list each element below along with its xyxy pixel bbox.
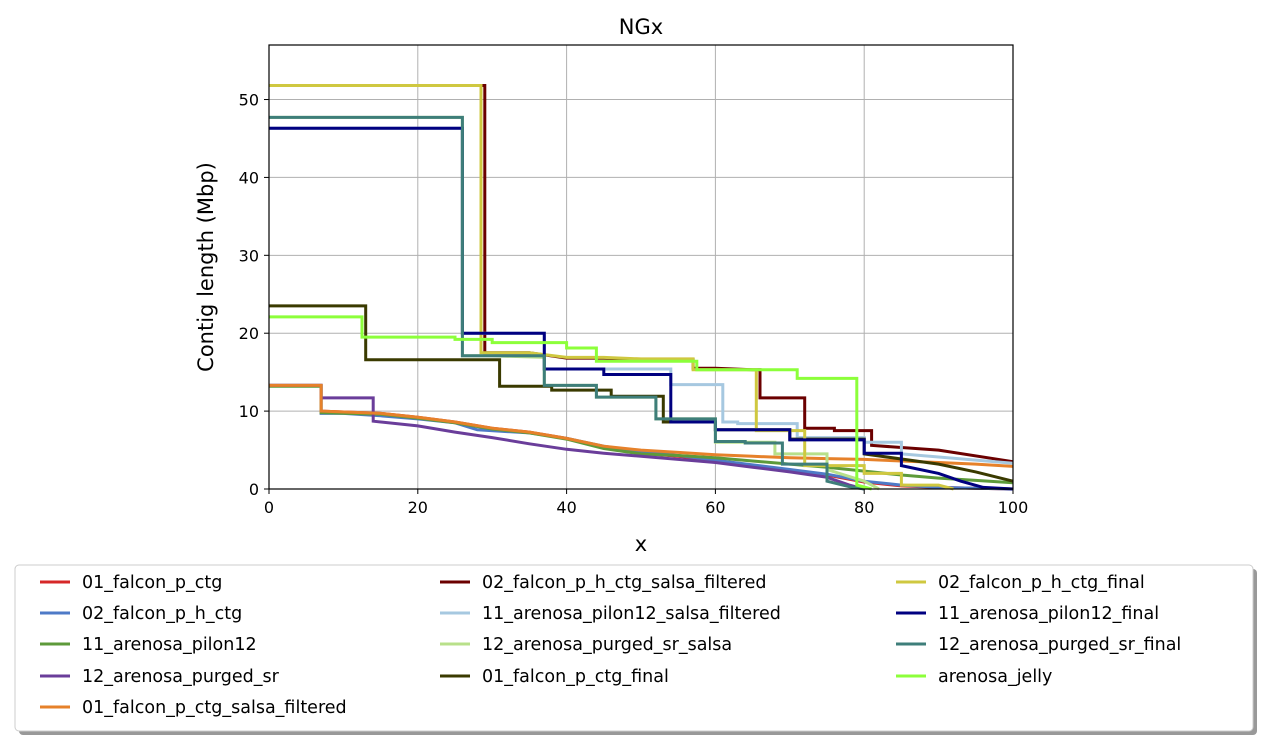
series-line — [269, 384, 1014, 485]
y-tick-label: 40 — [239, 168, 259, 187]
x-axis-title: x — [635, 532, 647, 556]
series-line — [269, 84, 954, 491]
legend-label: 01_falcon_p_ctg_final — [482, 667, 669, 687]
legend-label: 12_arenosa_purged_sr_final — [938, 635, 1181, 655]
legend-label: 01_falcon_p_ctg — [82, 573, 222, 593]
x-tick-label: 60 — [705, 498, 725, 517]
legend-label: 12_arenosa_purged_sr — [82, 667, 280, 687]
chart-title: NGx — [619, 15, 663, 39]
x-tick-label: 100 — [998, 498, 1029, 517]
legend-items: 01_falcon_p_ctg 02_falcon_p_h_ctg 11_areno… — [40, 573, 1181, 718]
plot-lines — [269, 84, 1014, 491]
legend-box — [14, 564, 1254, 732]
chart-legend: 01_falcon_p_ctg 02_falcon_p_h_ctg 11_areno… — [14, 564, 1257, 735]
legend-label: 02_falcon_p_h_ctg_final — [938, 573, 1145, 593]
x-tick-label: 20 — [408, 498, 428, 517]
x-tick-label: 40 — [556, 498, 576, 517]
plot-frame — [268, 44, 1014, 490]
y-tick-label: 20 — [239, 324, 259, 343]
series-line — [269, 383, 1014, 468]
axis-ticks: 0 20 40 60 80 100 0 10 20 30 40 50 — [239, 91, 1029, 517]
legend-label: 11_arenosa_pilon12 — [82, 635, 257, 655]
legend-label: 12_arenosa_purged_sr_salsa — [482, 635, 732, 655]
series-line — [269, 383, 865, 491]
legend-label: arenosa_jelly — [938, 667, 1052, 687]
series-line — [269, 126, 1014, 491]
legend-label: 02_falcon_p_h_ctg_salsa_filtered — [482, 573, 766, 593]
y-tick-label: 50 — [239, 91, 259, 110]
x-tick-label: 80 — [854, 498, 874, 517]
series-line — [269, 115, 880, 491]
legend-label: 11_arenosa_pilon12_final — [938, 604, 1159, 624]
series-line — [269, 115, 865, 491]
x-tick-label: 0 — [264, 498, 274, 517]
y-axis-title: Contig length (Mbp) — [194, 162, 218, 372]
y-tick-label: 0 — [249, 480, 259, 499]
y-tick-label: 30 — [239, 246, 259, 265]
legend-label: 01_falcon_p_ctg_salsa_filtered — [82, 698, 347, 718]
series-line — [269, 84, 1014, 464]
legend-label: 02_falcon_p_h_ctg — [82, 604, 242, 624]
legend-label: 11_arenosa_pilon12_salsa_filtered — [482, 604, 781, 624]
series-line — [269, 315, 872, 491]
y-tick-label: 10 — [239, 402, 259, 421]
